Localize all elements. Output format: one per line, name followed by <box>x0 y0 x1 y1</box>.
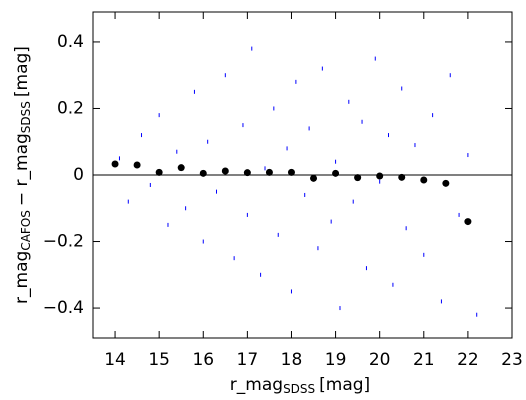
data-point <box>118 156 120 161</box>
data-point <box>388 133 390 138</box>
data-point <box>352 199 354 204</box>
x-tick-label: 22 <box>457 350 479 370</box>
data-point <box>176 149 178 154</box>
y-tick-label: 0 <box>73 165 84 185</box>
y-label-sub: CAFOS <box>19 210 33 251</box>
data-point <box>348 99 350 104</box>
data-point <box>127 199 129 204</box>
y-tick-label: 0.4 <box>57 32 84 52</box>
median-point <box>310 174 318 182</box>
median-point <box>177 164 185 172</box>
median-point <box>265 168 273 176</box>
median-point <box>376 172 384 180</box>
data-point <box>185 206 187 211</box>
median-point <box>155 168 163 176</box>
data-point <box>467 153 469 158</box>
data-point <box>224 73 226 78</box>
y-label-main: r_mag <box>12 251 32 304</box>
data-point <box>277 232 279 237</box>
median-point <box>420 176 428 184</box>
y-label-mid: − r_mag <box>12 133 32 206</box>
x-tick-label: 17 <box>237 350 259 370</box>
data-point <box>167 222 169 227</box>
data-point <box>260 272 262 277</box>
data-point <box>440 299 442 304</box>
data-point <box>202 239 204 244</box>
median-point <box>221 167 229 175</box>
y-label-sub2: SDSS <box>19 101 33 133</box>
data-point <box>405 226 407 231</box>
data-point <box>476 312 478 317</box>
data-point <box>321 66 323 71</box>
data-point <box>339 306 341 311</box>
x-tick-label: 23 <box>501 350 523 370</box>
data-point <box>286 146 288 151</box>
data-point <box>193 89 195 94</box>
data-point <box>449 73 451 78</box>
data-point <box>242 123 244 128</box>
x-label-sub: SDSS <box>283 382 315 396</box>
x-tick-label: 19 <box>325 350 347 370</box>
median-point <box>133 161 141 169</box>
data-point <box>392 282 394 287</box>
data-point <box>414 143 416 148</box>
x-tick-label: 18 <box>281 350 303 370</box>
y-tick-label: −0.4 <box>43 298 84 318</box>
data-point <box>458 212 460 217</box>
data-point <box>233 256 235 261</box>
data-point <box>290 289 292 294</box>
y-tick-label: 0.2 <box>57 98 84 118</box>
data-point <box>149 182 151 187</box>
median-point <box>199 169 207 177</box>
x-tick-label: 14 <box>104 350 126 370</box>
x-label-main: r_mag <box>230 375 283 395</box>
data-point <box>264 166 266 171</box>
median-point <box>332 169 340 177</box>
data-point <box>304 192 306 197</box>
y-label-unit: [mag] <box>12 46 32 97</box>
data-point <box>330 219 332 224</box>
median-point <box>243 169 251 177</box>
data-point <box>246 212 248 217</box>
x-tick-label: 20 <box>369 350 391 370</box>
y-tick-label: −0.2 <box>43 232 84 252</box>
data-point <box>401 86 403 91</box>
median-point <box>354 174 362 182</box>
data-point <box>215 189 217 194</box>
median-point <box>111 160 119 168</box>
data-point <box>158 113 160 118</box>
data-point <box>379 179 381 184</box>
data-point <box>273 106 275 111</box>
data-point <box>251 46 253 51</box>
median-point <box>442 179 450 187</box>
data-point <box>365 266 367 271</box>
x-label-unit: [mag] <box>319 375 370 395</box>
data-point <box>432 113 434 118</box>
data-point <box>361 119 363 124</box>
data-point <box>295 79 297 84</box>
median-point <box>287 168 295 176</box>
median-point <box>464 218 472 226</box>
data-point <box>423 252 425 257</box>
x-tick-label: 16 <box>192 350 214 370</box>
x-tick-label: 21 <box>413 350 435 370</box>
x-tick-label: 15 <box>148 350 170 370</box>
data-point <box>335 159 337 164</box>
data-point <box>374 56 376 61</box>
y-axis-label: r_magCAFOS − r_magSDSS [mag] <box>12 46 33 304</box>
data-point <box>141 133 143 138</box>
x-axis-label: r_magSDSS [mag] <box>230 375 370 396</box>
median-point <box>398 173 406 181</box>
data-point <box>308 126 310 131</box>
data-point <box>317 246 319 251</box>
data-point <box>207 139 209 144</box>
